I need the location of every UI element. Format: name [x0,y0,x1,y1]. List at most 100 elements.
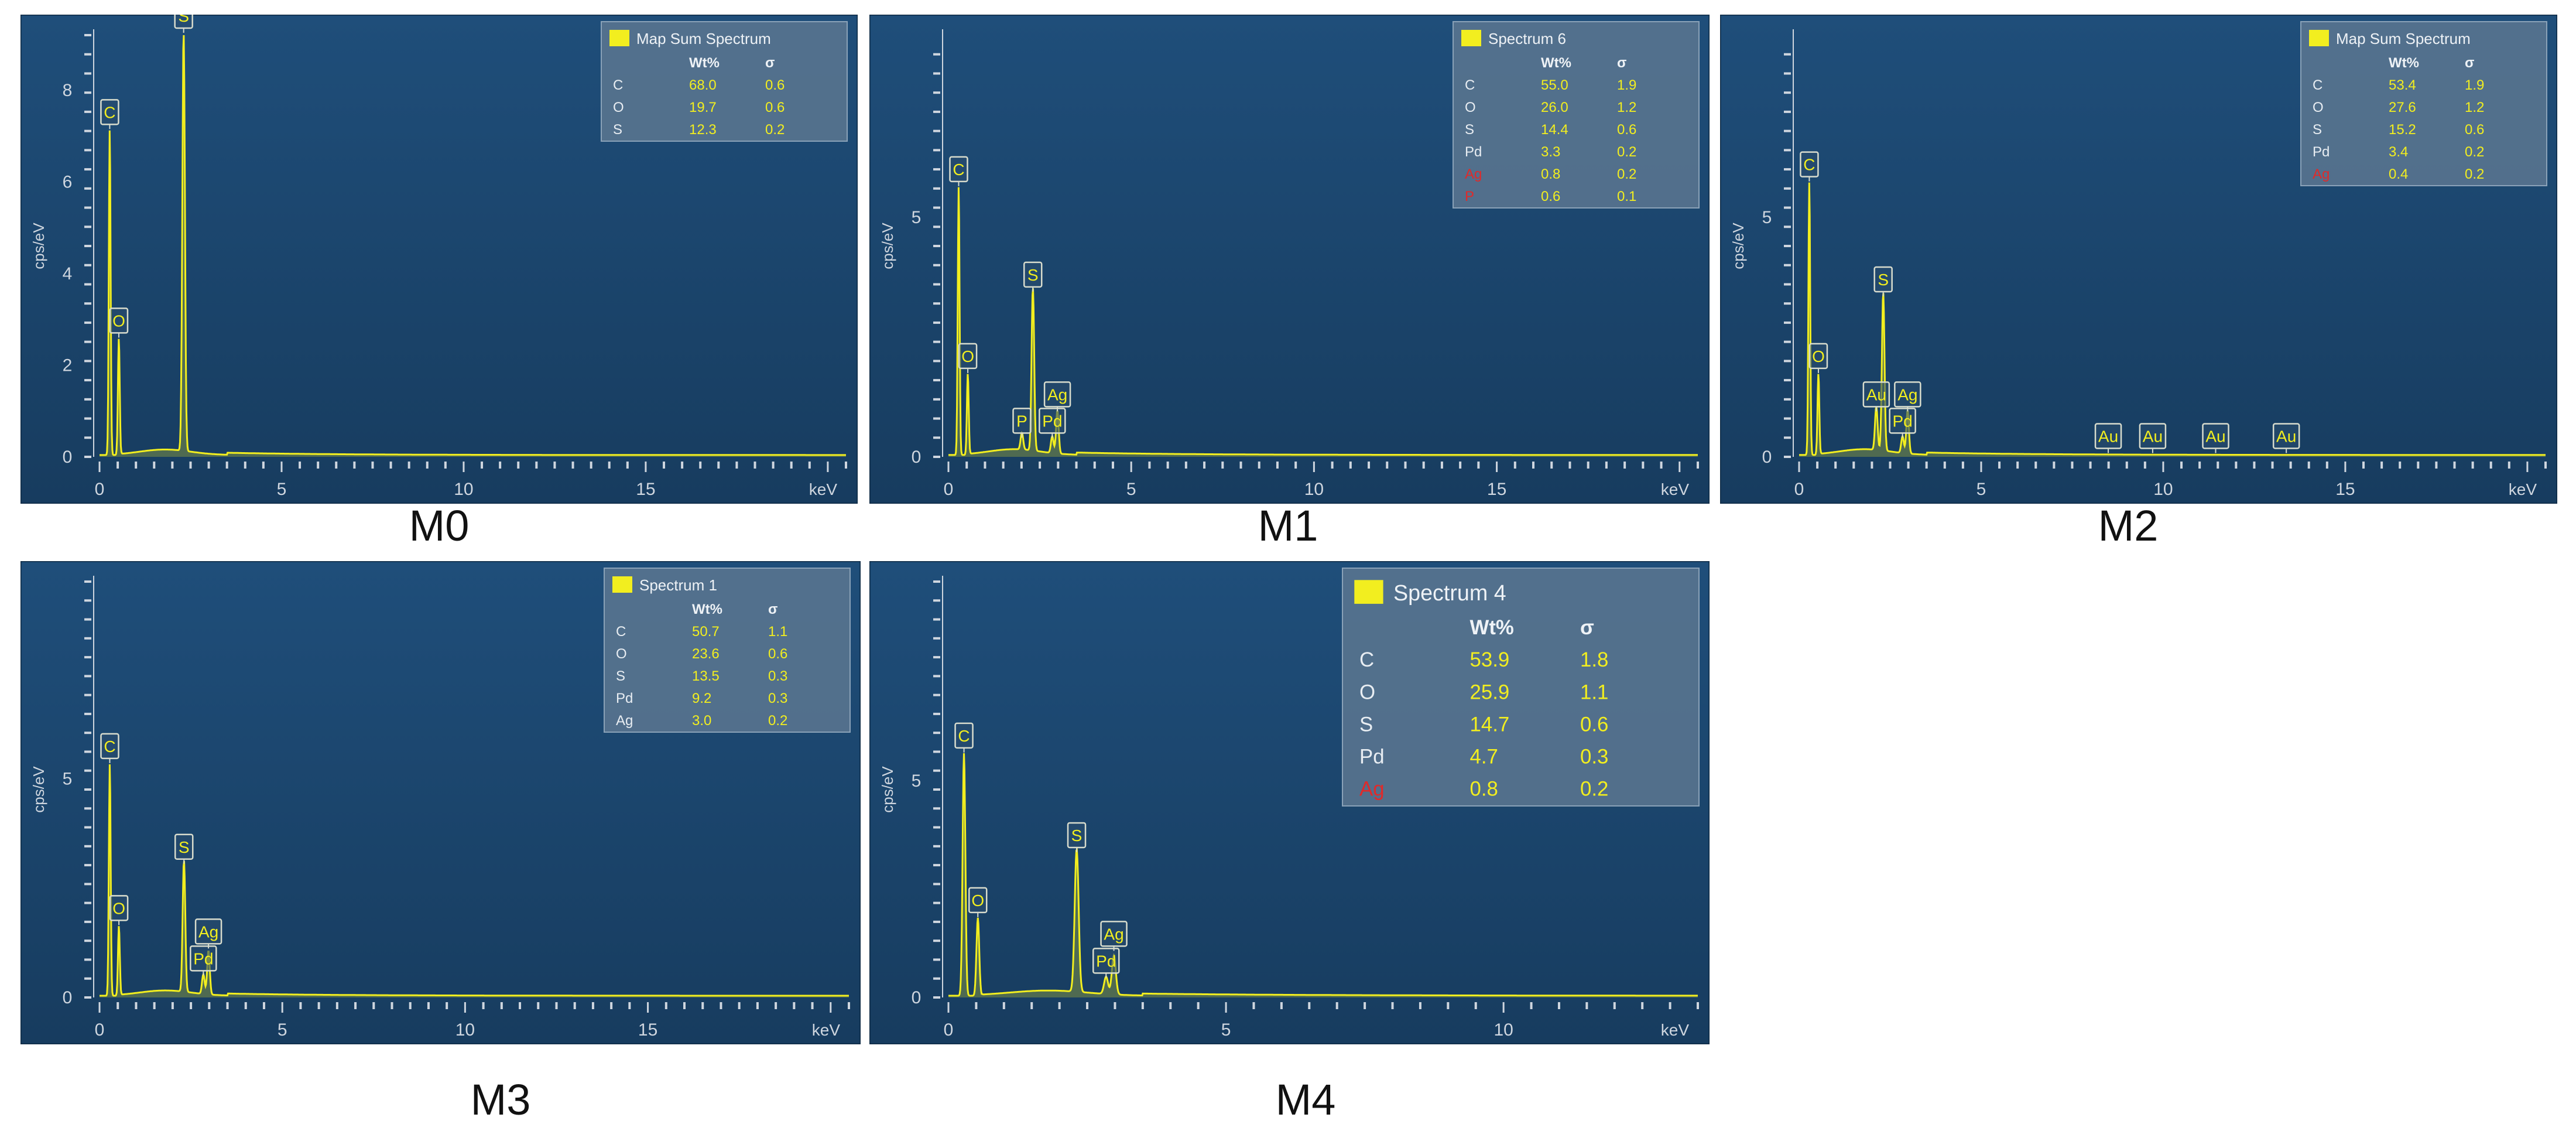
peak-label-text: C [958,727,970,745]
caption-m0: M0 [409,501,470,550]
peak-label-box [1092,948,1120,974]
legend-header-sigma: σ [2465,55,2474,71]
legend-row-sigma: 1.8 [1580,648,1608,671]
peak-label-ag: Ag [1100,921,1128,951]
peak-label-pd: Pd [1039,408,1066,438]
legend-row-wt: 12.3 [689,122,717,138]
legend-row-wt: 0.8 [1541,166,1560,182]
peak-label-c: C [100,733,119,763]
spectrum-trace [1799,182,2546,456]
peak-label-s: S [1067,822,1087,852]
peak-label-au: Au [2272,423,2300,453]
spectrum-trace [948,187,1698,456]
peak-label-text: S [179,838,190,856]
legend-header-sigma: σ [768,602,777,617]
legend-row-wt: 3.3 [1541,144,1560,160]
peak-label-box [190,945,217,972]
legend-header-wt: Wt% [1541,55,1571,71]
x-axis-label: keV [1661,1021,1690,1039]
peak-label-text: Ag [1047,385,1067,404]
x-tick-label: 0 [1794,480,1804,499]
legend-row-sigma: 0.6 [1617,122,1636,138]
legend-row-wt: 26.0 [1541,100,1568,115]
peak-label-box [1100,921,1128,947]
x-axis-label: keV [2509,480,2537,498]
peak-label-box [2094,423,2122,449]
legend-row-wt: 13.5 [692,668,720,684]
legend-row-sigma: 0.3 [768,691,787,706]
legend-background [2300,21,2547,186]
legend-box: Spectrum 1 Wt% σ C 50.7 1.1 O 23.6 0.6 S 13.5 0.3 Pd… [604,568,851,733]
x-tick-label: 10 [1493,1020,1513,1040]
legend-row-sigma: 0.6 [765,77,785,93]
legend-title: Spectrum 1 [639,576,717,594]
x-tick-label: 10 [454,480,473,499]
peak-label-box [109,895,129,921]
peak-label-box [1800,151,1819,177]
peak-label-box [1039,408,1066,434]
legend-row-element: Pd [616,691,633,706]
legend-row-sigma: 0.3 [768,668,787,684]
legend-background [1453,21,1700,209]
legend-row-wt: 50.7 [692,624,720,640]
y-tick-label: 5 [912,771,922,791]
peak-label-box [968,887,988,914]
peak-label-box [100,733,119,760]
x-axis-label: keV [812,1021,841,1039]
legend-row-sigma: 0.2 [1617,144,1636,160]
peak-label-text: Au [1866,385,1886,404]
caption-m2: M2 [2098,501,2159,550]
spectrum-trace [948,753,1698,997]
peak-label-text: P [1016,412,1027,430]
peak-label-c: C [949,156,968,186]
legend-row-wt: 3.4 [2389,144,2408,160]
legend-row-wt: 53.9 [1470,648,1510,671]
legend-row-element: O [616,646,627,662]
legend-row-sigma: 0.2 [765,122,785,138]
peak-label-pd: Pd [190,945,217,976]
legend-header-sigma: σ [1617,55,1626,71]
peak-label-au: Au [2094,423,2122,453]
spectrum-panel-m1: 0 5 10 15 keV 0 5 cps/eV C O P S Pd Ag Spectrum 6 Wt% σ C… [869,15,1710,504]
peak-label-o: O [109,895,129,925]
peak-label-text: Pd [1042,412,1062,430]
y-axis-label: cps/eV [30,223,47,269]
y-axis-label: cps/eV [879,766,896,813]
y-tick-label: 0 [912,988,922,1007]
peak-label-s: S [174,833,194,864]
peak-label-text: S [1071,826,1083,845]
legend-row-wt: 15.2 [2389,122,2416,138]
x-tick-label: 5 [277,480,287,499]
peak-label-box [1043,381,1071,408]
peak-label-box [949,156,968,183]
legend-row-sigma: 0.2 [2465,166,2484,182]
legend-box: Spectrum 6 Wt% σ C 55.0 1.9 O 26.0 1.2 S 14.4 0.6 Pd… [1453,21,1700,209]
legend-row-element: C [2313,77,2322,93]
spectrum-trace [100,764,849,997]
legend-row-element: S [1359,713,1373,736]
legend-box: Spectrum 4 Wt% σ C 53.9 1.8 O 25.9 1.1 S 14.7 0.6 Pd… [1342,568,1700,807]
peak-label-box [1894,381,1921,408]
legend-row-element: S [2313,122,2322,138]
legend-row-wt: 4.7 [1470,746,1498,768]
peak-label-text: S [178,15,189,25]
peak-label-pd: Pd [1092,948,1120,978]
x-axis-label: keV [1661,480,1690,498]
legend-row-element: Ag [616,713,633,729]
legend-row-element: P [1465,189,1474,204]
legend-row-wt: 25.9 [1470,681,1510,703]
peak-label-ag: Ag [1894,381,1921,412]
legend-row-element: S [1465,122,1474,138]
peak-label-box [1862,381,1890,408]
peak-label-pd: Pd [1889,408,1916,438]
legend-background [601,21,848,142]
legend-title: Spectrum 4 [1393,580,1506,605]
legend-row-sigma: 0.1 [1617,189,1636,204]
legend-header-sigma: σ [1580,616,1594,639]
legend-row-element: Ag [1359,778,1385,801]
legend-row-element: C [613,77,623,93]
peak-label-box [109,307,129,334]
